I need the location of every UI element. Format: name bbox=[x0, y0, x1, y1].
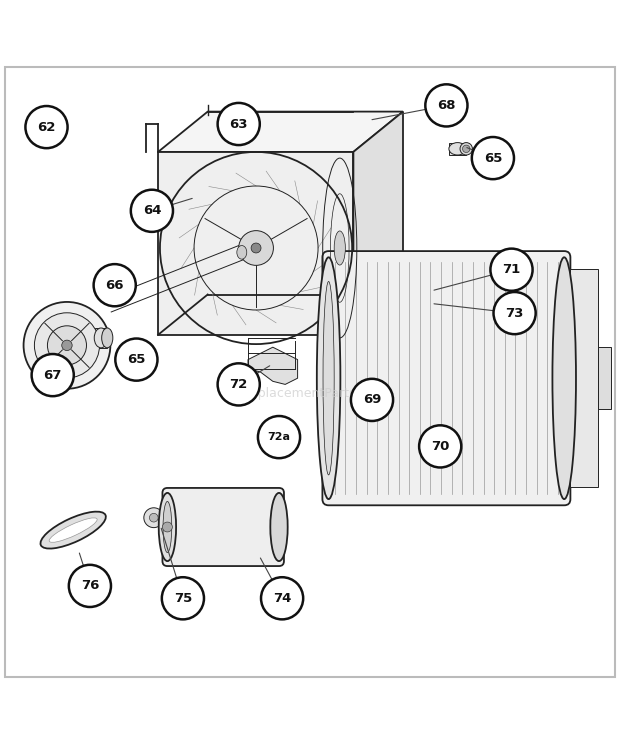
Circle shape bbox=[162, 522, 172, 532]
Circle shape bbox=[218, 103, 260, 145]
Text: 64: 64 bbox=[143, 205, 161, 217]
Ellipse shape bbox=[270, 493, 288, 561]
Text: 74: 74 bbox=[273, 591, 291, 605]
Text: 70: 70 bbox=[431, 440, 450, 453]
Circle shape bbox=[425, 84, 467, 126]
Circle shape bbox=[144, 507, 164, 527]
Circle shape bbox=[115, 339, 157, 381]
Circle shape bbox=[239, 231, 273, 266]
Circle shape bbox=[47, 326, 87, 365]
Circle shape bbox=[162, 577, 204, 619]
Circle shape bbox=[149, 513, 158, 522]
Circle shape bbox=[419, 426, 461, 467]
Text: 72a: 72a bbox=[267, 432, 291, 442]
Text: eReplacementParts.com: eReplacementParts.com bbox=[234, 387, 386, 400]
FancyBboxPatch shape bbox=[95, 328, 107, 347]
Ellipse shape bbox=[102, 328, 113, 347]
Circle shape bbox=[261, 577, 303, 619]
Text: 73: 73 bbox=[505, 307, 524, 320]
Circle shape bbox=[251, 243, 261, 253]
Text: 71: 71 bbox=[502, 263, 521, 276]
Text: 63: 63 bbox=[229, 118, 248, 130]
Circle shape bbox=[24, 302, 110, 388]
FancyBboxPatch shape bbox=[449, 143, 466, 155]
Circle shape bbox=[472, 137, 514, 179]
Ellipse shape bbox=[159, 493, 176, 561]
Polygon shape bbox=[570, 269, 598, 487]
Text: 62: 62 bbox=[37, 121, 56, 134]
Circle shape bbox=[494, 292, 536, 334]
Ellipse shape bbox=[334, 231, 345, 265]
Circle shape bbox=[62, 340, 72, 350]
Polygon shape bbox=[353, 112, 403, 335]
Ellipse shape bbox=[49, 518, 97, 542]
Polygon shape bbox=[158, 152, 353, 335]
Circle shape bbox=[218, 363, 260, 405]
Circle shape bbox=[69, 565, 111, 607]
Text: 68: 68 bbox=[437, 99, 456, 112]
Text: 69: 69 bbox=[363, 394, 381, 406]
Circle shape bbox=[25, 106, 68, 148]
Ellipse shape bbox=[40, 512, 106, 548]
FancyBboxPatch shape bbox=[162, 488, 284, 566]
Polygon shape bbox=[372, 285, 400, 338]
Text: 65: 65 bbox=[127, 353, 146, 366]
Text: 75: 75 bbox=[174, 591, 192, 605]
Text: 65: 65 bbox=[484, 152, 502, 164]
Ellipse shape bbox=[237, 246, 247, 259]
Circle shape bbox=[351, 379, 393, 421]
Ellipse shape bbox=[449, 143, 466, 155]
Circle shape bbox=[463, 145, 470, 153]
Text: 66: 66 bbox=[105, 279, 124, 292]
Circle shape bbox=[258, 416, 300, 458]
Text: 76: 76 bbox=[81, 580, 99, 592]
Polygon shape bbox=[378, 285, 434, 316]
Ellipse shape bbox=[163, 501, 172, 553]
Text: 67: 67 bbox=[43, 368, 62, 382]
Ellipse shape bbox=[323, 281, 334, 475]
Text: 72: 72 bbox=[229, 378, 248, 391]
Ellipse shape bbox=[552, 257, 576, 499]
Polygon shape bbox=[158, 112, 403, 152]
Circle shape bbox=[32, 354, 74, 396]
Ellipse shape bbox=[94, 328, 108, 347]
Ellipse shape bbox=[460, 143, 472, 155]
Circle shape bbox=[131, 190, 173, 232]
Ellipse shape bbox=[317, 257, 340, 499]
Circle shape bbox=[490, 248, 533, 291]
Polygon shape bbox=[598, 347, 611, 409]
Polygon shape bbox=[248, 347, 298, 385]
FancyBboxPatch shape bbox=[322, 251, 570, 505]
Circle shape bbox=[94, 264, 136, 307]
Circle shape bbox=[34, 312, 99, 378]
